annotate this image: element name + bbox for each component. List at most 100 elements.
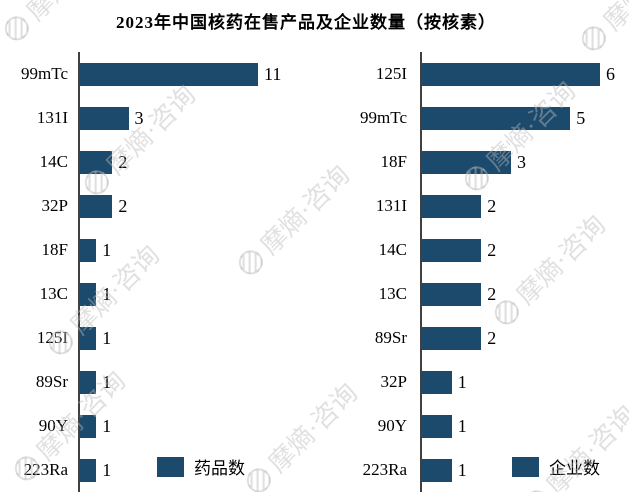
- data-label: 2: [487, 195, 497, 216]
- bar-cell: 2: [420, 184, 496, 228]
- bar-cell: 6: [420, 52, 615, 96]
- chart-row: 131I 3: [0, 96, 281, 140]
- bar-cell: 3: [420, 140, 526, 184]
- chart-row: 14C 2: [329, 228, 615, 272]
- bar-cell: 2: [78, 184, 127, 228]
- bar-cell: 1: [420, 360, 467, 404]
- chart-row: 90Y 1: [329, 404, 615, 448]
- bar: [422, 414, 452, 438]
- bar-cell: 1: [78, 360, 111, 404]
- data-label: 3: [517, 151, 526, 172]
- bar-cell: 1: [78, 272, 111, 316]
- category-label: 14C: [39, 152, 68, 171]
- data-label: 2: [487, 283, 497, 304]
- data-label: 1: [102, 327, 112, 348]
- bar: [80, 370, 97, 394]
- chart-row: 89Sr 2: [329, 316, 615, 360]
- bar: [422, 326, 482, 350]
- company-count-chart: 125I 6 99mTc 5 18F 3 131I 2 14C 2 13C 2 89Sr 2 32P 1 90Y…: [329, 52, 615, 492]
- legend-label-company-count: 企业数: [549, 459, 600, 478]
- data-label: 1: [102, 371, 112, 392]
- bar-cell: 1: [78, 316, 111, 360]
- category-label: 90Y: [377, 416, 407, 435]
- bar: [422, 62, 600, 86]
- bar: [422, 458, 452, 482]
- bar-cell: 1: [420, 448, 467, 492]
- bar-cell: 5: [420, 96, 585, 140]
- chart-row: 13C 2: [329, 272, 615, 316]
- chart-title: 2023年中国核药在售产品及企业数量（按核素）: [116, 13, 496, 32]
- category-label: 125I: [375, 64, 407, 83]
- chart-row: 13C 1: [0, 272, 281, 316]
- bar-cell: 1: [78, 448, 111, 492]
- data-label: 1: [102, 283, 112, 304]
- bar: [80, 150, 113, 174]
- category-label: 223Ra: [362, 460, 407, 479]
- chart-row: 14C 2: [0, 140, 281, 184]
- bar: [422, 194, 482, 218]
- category-label: 89Sr: [374, 328, 407, 347]
- category-label: 90Y: [38, 416, 68, 435]
- bar: [80, 458, 97, 482]
- chart-row: 223Ra 1: [0, 448, 281, 492]
- chart-row: 223Ra 1: [329, 448, 615, 492]
- chart-row: 125I 6: [329, 52, 615, 96]
- category-label: 131I: [375, 196, 407, 215]
- chart-row: 32P 1: [329, 360, 615, 404]
- data-label: 1: [102, 459, 112, 480]
- data-label: 2: [487, 239, 497, 260]
- bar: [80, 326, 97, 350]
- category-label: 131I: [36, 108, 68, 127]
- data-label: 3: [134, 107, 144, 128]
- data-label: 1: [457, 459, 467, 480]
- chart-row: 18F 3: [329, 140, 615, 184]
- bar-cell: 3: [78, 96, 144, 140]
- category-label: 13C: [378, 284, 407, 303]
- bar: [80, 106, 129, 130]
- category-label: 18F: [41, 240, 68, 259]
- legend-label-drug-count: 药品数: [194, 459, 245, 478]
- category-label: 14C: [378, 240, 407, 259]
- bar: [80, 194, 113, 218]
- chart-row: 89Sr 1: [0, 360, 281, 404]
- bar: [422, 282, 482, 306]
- bar: [80, 62, 258, 86]
- bar: [80, 282, 97, 306]
- bar-cell: 2: [420, 228, 496, 272]
- bar: [422, 106, 571, 130]
- data-label: 11: [264, 63, 282, 84]
- legend-swatch-drug-count: [157, 456, 184, 477]
- data-label: 2: [487, 327, 497, 348]
- category-label: 32P: [41, 196, 68, 215]
- data-label: 5: [576, 107, 586, 128]
- legend-swatch-company-count: [512, 456, 539, 477]
- category-label: 89Sr: [35, 372, 68, 391]
- bar: [422, 150, 511, 174]
- bar-cell: 2: [420, 316, 496, 360]
- legend-company-count: 企业数: [512, 454, 600, 479]
- bar-cell: 11: [78, 52, 281, 96]
- category-label: 32P: [380, 372, 407, 391]
- data-label: 1: [102, 239, 112, 260]
- drug-count-chart: 99mTc 11 131I 3 14C 2 32P 2 18F 1 13C 1 125I 1 89Sr 1 90…: [0, 52, 281, 492]
- chart-row: 90Y 1: [0, 404, 281, 448]
- bar: [80, 414, 97, 438]
- chart-row: 99mTc 5: [329, 96, 615, 140]
- bar: [422, 370, 452, 394]
- category-label: 99mTc: [360, 108, 407, 127]
- chart-row: 32P 2: [0, 184, 281, 228]
- data-label: 1: [457, 415, 467, 436]
- category-label: 223Ra: [23, 460, 68, 479]
- bar-cell: 1: [78, 228, 111, 272]
- data-label: 6: [606, 63, 615, 84]
- category-label: 125I: [36, 328, 68, 347]
- category-label: 18F: [380, 152, 407, 171]
- bar: [80, 238, 97, 262]
- data-label: 1: [102, 415, 112, 436]
- chart-row: 99mTc 11: [0, 52, 281, 96]
- data-label: 1: [457, 371, 467, 392]
- legend-drug-count: 药品数: [157, 454, 245, 479]
- bar: [422, 238, 482, 262]
- bar-cell: 2: [78, 140, 127, 184]
- chart-row: 18F 1: [0, 228, 281, 272]
